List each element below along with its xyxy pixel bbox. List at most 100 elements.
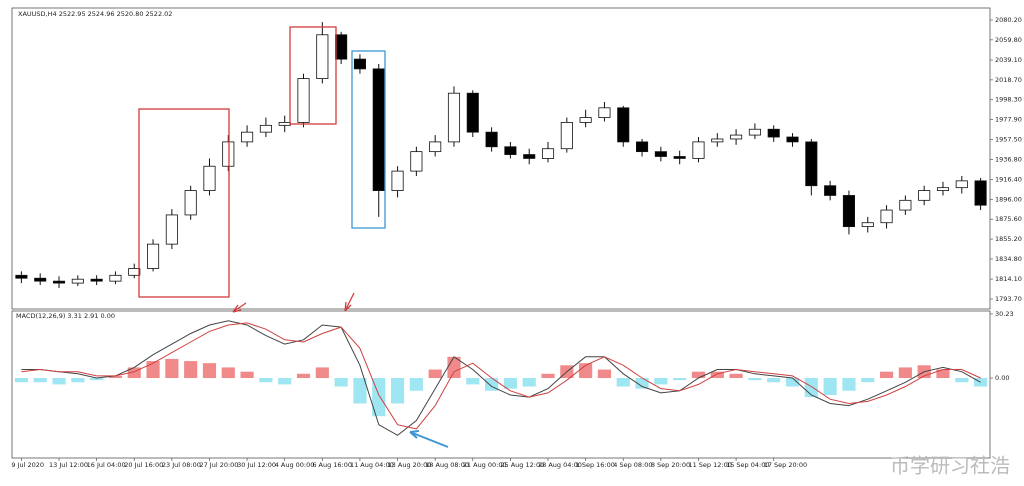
price-panel <box>11 7 991 310</box>
histogram-bar <box>823 378 837 395</box>
histogram-bar <box>503 378 517 389</box>
histogram-bar <box>108 375 123 379</box>
histogram-bar <box>879 371 894 379</box>
candle-body <box>222 141 235 167</box>
candle-body <box>353 58 366 70</box>
x-tick-label: 4 Sep 08:00 <box>613 461 652 469</box>
x-tick-label: 13 Aug 20:00 <box>388 461 432 469</box>
candle-body <box>654 151 667 157</box>
candle-body <box>447 92 461 143</box>
histogram-bar <box>278 378 292 385</box>
y-tick-label: 2018.70 <box>995 76 1022 84</box>
candle-body <box>805 141 818 187</box>
histogram-bar <box>334 378 348 387</box>
x-tick-label: 1 Sep 16:00 <box>576 461 615 469</box>
y-tick-label: 1814.10 <box>995 275 1022 283</box>
histogram-bar <box>804 378 818 398</box>
x-tick-label: 6 Aug 16:00 <box>312 461 352 469</box>
histogram-bar <box>409 378 423 391</box>
candle-body <box>880 209 893 224</box>
y-tick-label: 1896.00 <box>995 195 1022 203</box>
histogram-bar <box>898 367 912 379</box>
x-tick-label: 20 Jul 16:00 <box>124 461 163 469</box>
y-tick-label: 2080.20 <box>995 16 1022 24</box>
histogram-bar <box>579 363 593 379</box>
candle-body <box>767 128 780 138</box>
candle-body <box>372 68 385 191</box>
y-tick-label: 1793.70 <box>995 295 1022 303</box>
candle-body <box>15 274 28 279</box>
histogram-bar <box>90 378 104 381</box>
histogram-bar <box>842 378 856 391</box>
histogram-bar <box>259 378 273 383</box>
x-tick-label: 13 Jul 12:00 <box>49 461 88 469</box>
histogram-bar <box>240 371 254 379</box>
histogram-bar <box>14 378 28 383</box>
y-tick-label: 1936.80 <box>995 156 1022 164</box>
histogram-bar <box>710 371 724 379</box>
histogram-bar <box>428 369 442 379</box>
arrow <box>232 302 247 313</box>
histogram-bar <box>785 378 800 387</box>
candle-body <box>165 214 178 245</box>
candle-body <box>861 222 874 228</box>
histogram-bar <box>673 378 687 381</box>
x-tick-label: 16 Jul 04:00 <box>87 461 126 469</box>
y-tick-label: 1855.20 <box>995 235 1022 243</box>
candle-body <box>109 274 122 282</box>
candle-body <box>842 195 855 228</box>
candle-body <box>410 151 423 172</box>
candle-body <box>730 134 743 140</box>
y-tick-label: 2039.10 <box>995 56 1022 64</box>
x-tick-label: 11 Sep 12:00 <box>688 461 731 469</box>
candle-body <box>297 78 310 123</box>
candle-body <box>278 122 291 126</box>
candle-body <box>974 180 987 206</box>
x-tick-label: 18 Aug 08:00 <box>425 461 469 469</box>
candle-body <box>241 131 254 143</box>
histogram-bar <box>597 369 612 379</box>
candle-body <box>34 277 47 282</box>
macd-panel <box>11 310 991 459</box>
candle-body <box>560 122 573 150</box>
candle-body <box>824 185 837 196</box>
highlight-box <box>351 50 386 229</box>
histogram-bar <box>221 367 235 379</box>
x-tick-label: 21 Aug 00:00 <box>463 461 507 469</box>
candle-body <box>899 199 912 211</box>
histogram-bar <box>52 378 66 385</box>
candle-body <box>598 107 611 118</box>
histogram-bar <box>71 378 85 383</box>
y-tick-label: 1977.90 <box>995 116 1022 124</box>
y-tick-label: 1916.40 <box>995 175 1022 183</box>
candle-body <box>711 138 724 143</box>
candle-body <box>52 280 66 284</box>
candle-body <box>128 268 141 276</box>
histogram-bar <box>936 369 950 379</box>
x-tick-label: 25 Aug 12:00 <box>500 461 544 469</box>
y-tick-label: 1957.50 <box>995 135 1022 143</box>
y-tick-label: 1834.80 <box>995 255 1022 263</box>
candle-body <box>335 34 348 60</box>
histogram-bar <box>127 367 141 379</box>
histogram-bar <box>729 373 743 379</box>
histogram-bar <box>541 373 555 379</box>
candle-body <box>541 148 555 159</box>
x-tick-label: 27 Jul 20:00 <box>199 461 238 469</box>
histogram-bar <box>616 378 630 387</box>
candle-body <box>203 165 216 191</box>
histogram-bar <box>654 378 668 385</box>
candle-body <box>673 156 686 159</box>
highlight-box <box>289 26 337 125</box>
indicator-title: MACD(12,26,9) 3.31 2.91 0.00 <box>16 312 115 320</box>
x-tick-label: 8 Sep 20:00 <box>651 461 690 469</box>
histogram-bar <box>767 378 781 383</box>
candle-body <box>523 154 536 159</box>
arrow <box>409 430 449 448</box>
histogram-bar <box>955 378 969 383</box>
y-tick-label: 1998.30 <box>995 96 1022 104</box>
histogram-bar <box>635 378 649 389</box>
x-tick-label: 11 Aug 04:00 <box>350 461 394 469</box>
candle-body <box>786 136 799 143</box>
